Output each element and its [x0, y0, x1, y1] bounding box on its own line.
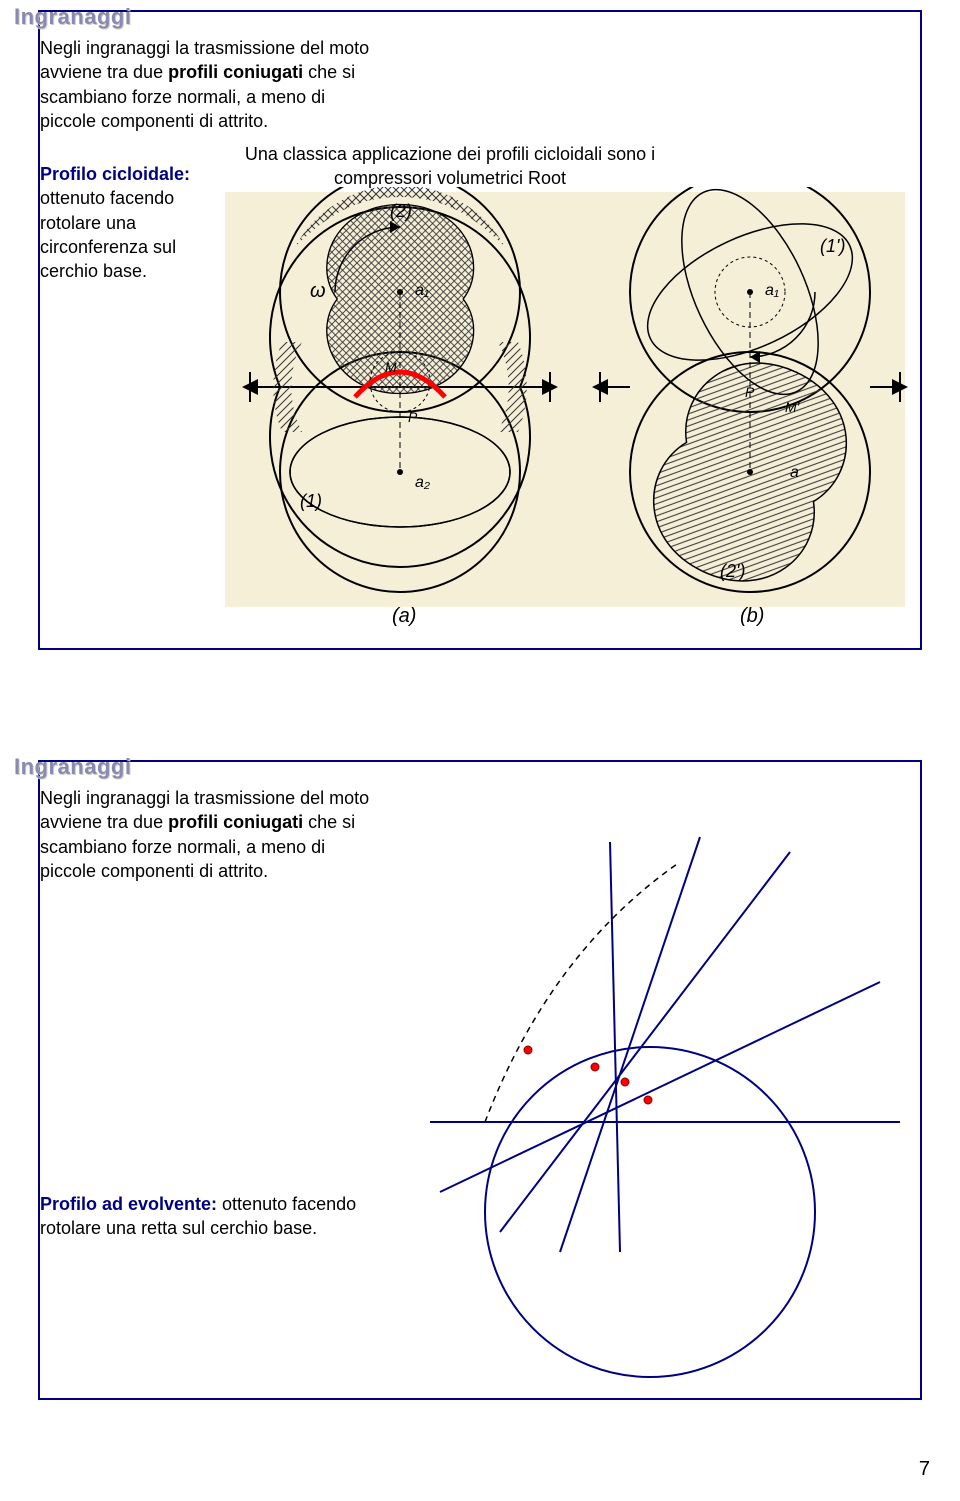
text: ottenuto facendo rotolare una circonfere… [40, 188, 176, 281]
slide-2: Ingranaggi Negli ingranaggi la trasmissi… [38, 760, 922, 1400]
page-number: 7 [919, 1458, 930, 1481]
svg-text:M: M [385, 359, 397, 375]
text: Una classica applicazione dei profili ci… [245, 144, 655, 188]
svg-text:P: P [745, 384, 755, 400]
svg-text:(2): (2) [390, 201, 412, 221]
involute-diagram [370, 832, 910, 1392]
svg-text:a₂: a₂ [415, 474, 430, 491]
svg-text:P: P [408, 409, 418, 425]
intro-paragraph: Negli ingranaggi la trasmissione del mot… [40, 786, 380, 883]
slide-title: Ingranaggi [14, 754, 131, 780]
cycloidal-profile-paragraph: Profilo cicloidale: ottenuto facendo rot… [40, 162, 220, 283]
svg-text:M': M' [785, 399, 801, 415]
bold-text: profili coniugati [168, 62, 303, 82]
svg-text:(1'): (1') [820, 236, 845, 256]
bold-text: profili coniugati [168, 812, 303, 832]
slide-1: Ingranaggi Negli ingranaggi la trasmissi… [38, 10, 922, 650]
intro-paragraph: Negli ingranaggi la trasmissione del mot… [40, 36, 380, 133]
bold-label: Profilo ad evolvente: [40, 1194, 217, 1214]
svg-text:ω: ω [310, 280, 326, 302]
svg-text:a₁: a₁ [415, 282, 429, 299]
svg-text:a: a [790, 464, 799, 481]
svg-text:a₁: a₁ [765, 282, 779, 299]
bold-label: Profilo cicloidale: [40, 164, 190, 184]
slide-title: Ingranaggi [14, 4, 131, 30]
root-compressor-diagram: (2) (1) ω a₁ a₂ P M (a) [220, 187, 910, 637]
involute-profile-paragraph: Profilo ad evolvente: ottenuto facendo r… [40, 1192, 360, 1241]
diagram-label-b: (b) [740, 605, 764, 627]
svg-text:(1): (1) [300, 491, 322, 511]
diagram-label-a: (a) [392, 605, 416, 627]
root-compressor-caption: Una classica applicazione dei profili ci… [240, 142, 660, 191]
svg-text:(2'): (2') [720, 561, 745, 581]
